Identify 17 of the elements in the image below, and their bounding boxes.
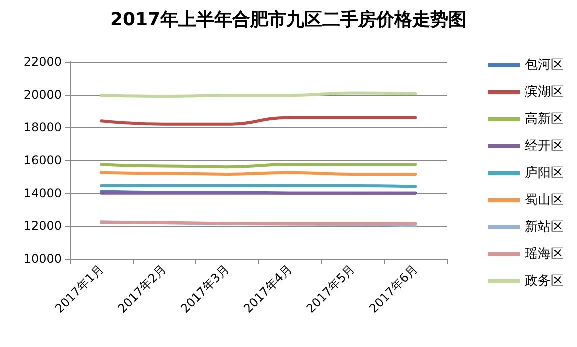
legend-label: 包河区 [525, 58, 564, 73]
legend-label: 经开区 [525, 139, 564, 154]
y-tick-label: 22000 [24, 55, 62, 69]
legend-label: 庐阳区 [525, 165, 564, 181]
legend-label: 滨湖区 [525, 84, 564, 100]
legend-label: 蜀山区 [525, 193, 564, 208]
chart-title: 2017年上半年合肥市九区二手房价格走势图 [110, 10, 467, 30]
y-tick-label: 10000 [24, 252, 62, 266]
y-tick-label: 18000 [24, 120, 62, 135]
legend-label: 政务区 [525, 274, 564, 289]
legend-label: 瑶海区 [525, 247, 564, 262]
y-tick-label: 12000 [24, 219, 62, 234]
legend-label: 高新区 [525, 111, 564, 127]
y-tick-label: 16000 [24, 154, 62, 168]
legend-label: 新站区 [525, 220, 564, 235]
y-tick-label: 14000 [24, 186, 62, 200]
y-tick-label: 20000 [24, 88, 62, 102]
